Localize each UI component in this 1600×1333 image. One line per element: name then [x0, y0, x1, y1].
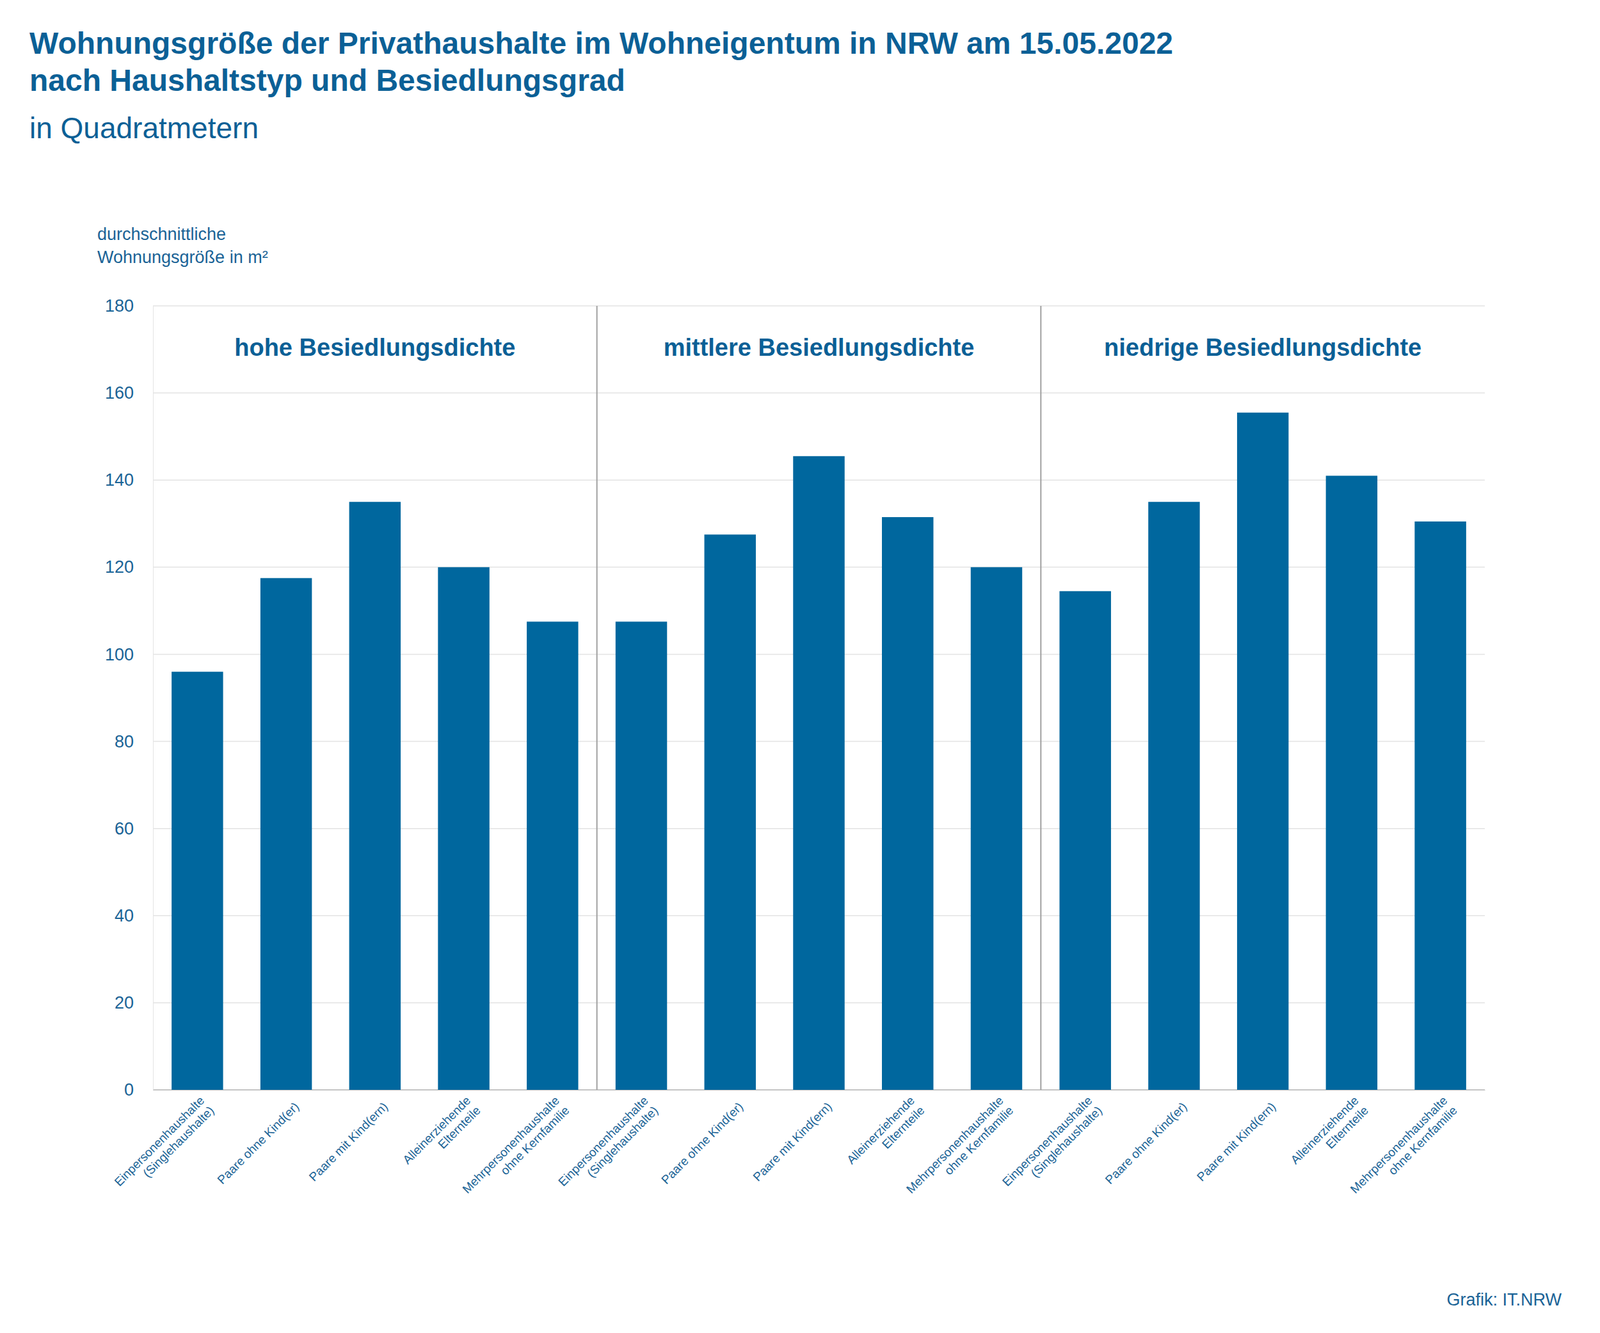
x-axis: Einpersonenhaushalte(Singlehaushalte)Paa… — [112, 1089, 598, 1206]
x-tick-label: AlleinerziehendeElternteile — [1288, 1093, 1372, 1177]
y-tick: 40 — [114, 906, 153, 926]
bars — [171, 412, 1467, 1090]
y-tick: 100 — [104, 645, 153, 665]
bar — [1326, 475, 1378, 1090]
bar — [171, 672, 223, 1090]
y-tick: 120 — [104, 557, 153, 577]
y-tick-label: 80 — [114, 732, 134, 752]
x-tick: Mehrpersonenhaushalteohne Kernfamilie — [1347, 1089, 1460, 1206]
x-tick-label: Paare mit Kind(ern) — [750, 1099, 834, 1184]
x-axis-line — [153, 1089, 598, 1091]
bar — [437, 567, 489, 1090]
chart: Wohnungsgröße der Privathaushalte im Woh… — [0, 0, 1600, 1333]
x-tick: Paare mit Kind(ern) — [750, 1089, 834, 1184]
x-tick-label: Mehrpersonenhaushalteohne Kernfamilie — [1347, 1093, 1460, 1206]
x-axis: Einpersonenhaushalte(Singlehaushalte)Paa… — [555, 1089, 1042, 1206]
x-tick: Paare mit Kind(ern) — [1194, 1089, 1279, 1184]
panel-title: mittlere Besiedlungsdichte — [663, 334, 975, 361]
panel-separator — [596, 305, 598, 1090]
x-tick-label: Paare mit Kind(ern) — [306, 1099, 391, 1184]
bar — [1059, 591, 1111, 1090]
title: Wohnungsgröße der Privathaushalte im Woh… — [29, 26, 1174, 98]
bar — [970, 567, 1023, 1090]
bar — [260, 577, 312, 1090]
x-axis: Einpersonenhaushalte(Singlehaushalte)Paa… — [999, 1089, 1486, 1206]
y-tick: 80 — [114, 732, 153, 752]
y-tick: 20 — [114, 993, 153, 1013]
x-axis-line — [597, 1089, 1042, 1091]
x-tick: Paare ohne Kind(er) — [658, 1089, 746, 1187]
y-tick-label: 120 — [104, 557, 134, 577]
bar — [1414, 521, 1466, 1090]
y-axis-title: durchschnittlicheWohnungsgröße in m² — [97, 224, 269, 267]
bar — [615, 621, 667, 1090]
x-tick-label: Paare ohne Kind(er) — [1102, 1099, 1190, 1187]
bar — [526, 621, 578, 1090]
y-tick-label: 60 — [114, 819, 134, 839]
y-tick: 60 — [114, 819, 153, 839]
x-tick: Mehrpersonenhaushalteohne Kernfamilie — [459, 1089, 572, 1206]
y-tick-label: 40 — [114, 906, 134, 926]
x-tick: AlleinerziehendeElternteile — [400, 1089, 484, 1177]
x-tick: Einpersonenhaushalte(Singlehaushalte) — [999, 1089, 1105, 1199]
x-tick-label: Einpersonenhaushalte(Singlehaushalte) — [555, 1093, 661, 1199]
x-tick-label: Paare ohne Kind(er) — [214, 1099, 302, 1187]
x-tick-label: Paare mit Kind(ern) — [1194, 1099, 1279, 1184]
y-tick-label: 0 — [124, 1080, 134, 1100]
x-tick: Paare ohne Kind(er) — [1102, 1089, 1190, 1187]
x-tick: AlleinerziehendeElternteile — [1288, 1089, 1372, 1177]
y-tick-label: 140 — [104, 470, 134, 490]
y-axis: 0 20 40 60 80 100 120 140 160 180 — [104, 296, 154, 1100]
x-axis-line — [1041, 1089, 1486, 1091]
x-tick-label: Einpersonenhaushalte(Singlehaushalte) — [999, 1093, 1105, 1199]
y-tick: 0 — [124, 1080, 153, 1100]
bar — [349, 501, 401, 1090]
y-tick-label: 100 — [104, 645, 134, 665]
x-tick-label: Paare ohne Kind(er) — [658, 1099, 746, 1187]
y-tick: 140 — [104, 470, 153, 490]
panel-title: hohe Besiedlungsdichte — [234, 334, 516, 361]
x-tick: Einpersonenhaushalte(Singlehaushalte) — [555, 1089, 661, 1199]
x-tick-label: Einpersonenhaushalte(Singlehaushalte) — [112, 1093, 217, 1199]
x-tick-label: Mehrpersonenhaushalteohne Kernfamilie — [459, 1093, 572, 1206]
subtitle: in Quadratmetern — [29, 111, 259, 145]
panel-separator — [1040, 305, 1042, 1090]
x-tick: Paare mit Kind(ern) — [306, 1089, 391, 1184]
x-tick: Einpersonenhaushalte(Singlehaushalte) — [112, 1089, 217, 1199]
bar — [792, 456, 845, 1090]
y-tick-label: 180 — [104, 296, 134, 316]
grid-line — [152, 392, 1485, 394]
y-axis-line — [152, 306, 154, 1091]
bar — [881, 517, 934, 1090]
bar — [704, 534, 756, 1090]
x-tick-label: Mehrpersonenhaushalteohne Kernfamilie — [903, 1093, 1016, 1206]
grid — [152, 305, 1485, 1090]
grid-line — [152, 305, 1485, 307]
bar — [1148, 501, 1200, 1090]
x-tick-label: AlleinerziehendeElternteile — [400, 1093, 484, 1177]
x-tick: Paare ohne Kind(er) — [214, 1089, 302, 1187]
x-tick-label: AlleinerziehendeElternteile — [844, 1093, 928, 1177]
x-tick: Mehrpersonenhaushalteohne Kernfamilie — [903, 1089, 1016, 1206]
y-tick: 160 — [104, 383, 153, 403]
panel-title: niedrige Besiedlungsdichte — [1104, 334, 1422, 361]
bar — [1237, 412, 1289, 1090]
y-tick-label: 20 — [114, 993, 134, 1013]
y-tick-label: 160 — [104, 383, 134, 403]
y-tick: 180 — [104, 296, 153, 316]
source: Grafik: IT.NRW — [1446, 1290, 1562, 1310]
x-tick: AlleinerziehendeElternteile — [844, 1089, 928, 1177]
